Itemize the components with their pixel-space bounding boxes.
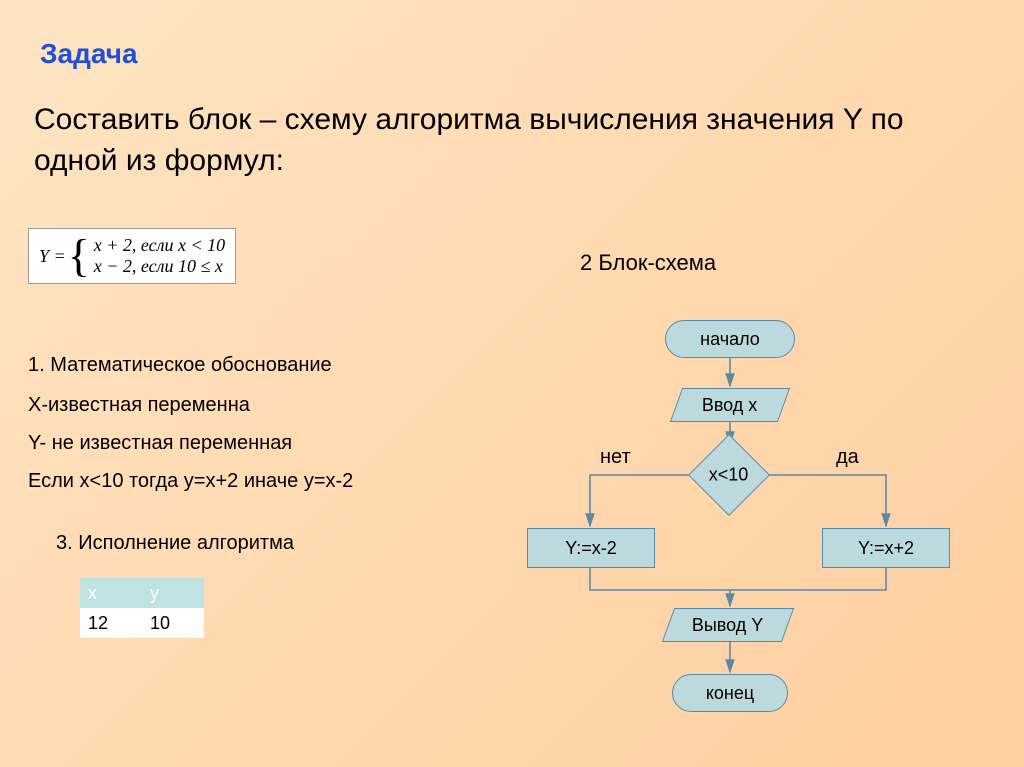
node-input-label: Ввод x bbox=[702, 395, 758, 416]
edge-label-no: нет bbox=[600, 446, 631, 469]
node-right-label: Y:=x+2 bbox=[858, 538, 914, 559]
flow-arrows bbox=[0, 0, 1024, 767]
node-left: Y:=x-2 bbox=[527, 528, 655, 568]
node-cond-label: x<10 bbox=[709, 464, 749, 485]
node-cond: x<10 bbox=[688, 434, 770, 516]
node-output: Вывод Y bbox=[662, 608, 794, 642]
node-end-label: конец bbox=[706, 683, 754, 704]
flowchart: начало Ввод x x<10 Y:=x-2 Y:=x+2 Вывод Y… bbox=[0, 0, 1024, 767]
node-input: Ввод x bbox=[670, 388, 790, 422]
node-start-label: начало bbox=[700, 329, 760, 350]
node-left-label: Y:=x-2 bbox=[565, 538, 617, 559]
node-output-label: Вывод Y bbox=[692, 615, 763, 636]
node-right: Y:=x+2 bbox=[822, 528, 950, 568]
edge-label-yes: да bbox=[836, 446, 859, 469]
node-start: начало bbox=[665, 320, 795, 358]
node-end: конец bbox=[672, 674, 788, 712]
